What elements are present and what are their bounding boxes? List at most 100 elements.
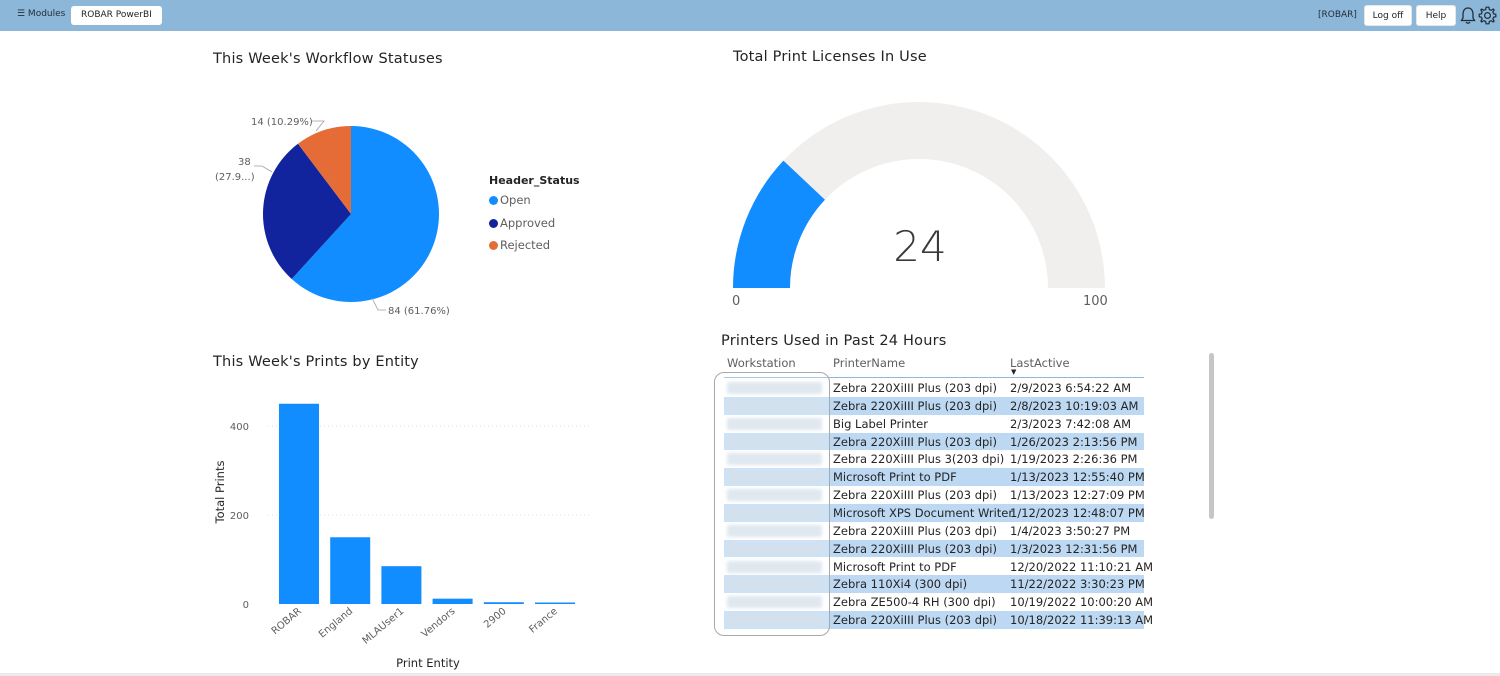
printer-name-cell: Microsoft Print to PDF (833, 470, 957, 485)
bar-vendors[interactable] (432, 598, 473, 604)
user-label: [ROBAR] (1318, 10, 1357, 20)
pie-leader-open (371, 297, 386, 311)
bar-x-tick-label: ROBAR (270, 606, 304, 637)
column-header-workstation[interactable]: Workstation (727, 356, 796, 370)
bar-y-tick-label: 0 (243, 600, 249, 611)
printer-name-cell: Zebra 220XiIII Plus (203 dpi) (833, 613, 997, 628)
last-active-cell: 1/13/2023 12:27:09 PM (1010, 488, 1145, 503)
workstation-cell-redacted (727, 542, 822, 555)
printer-name-cell: Zebra 220XiIII Plus (203 dpi) (833, 541, 997, 556)
printer-name-cell: Zebra 110Xi4 (300 dpi) (833, 577, 968, 592)
table-row[interactable]: Zebra 220XiIII Plus (203 dpi) 1/4/2023 3:… (724, 522, 1144, 540)
printer-name-cell: Zebra 220XiIII Plus (203 dpi) (833, 381, 997, 395)
bar-x-axis-label: Print Entity (396, 656, 460, 670)
last-active-cell: 1/12/2023 12:48:07 PM (1010, 505, 1145, 520)
workstation-redaction-box (714, 372, 830, 636)
bar-france[interactable] (535, 602, 575, 605)
legend-item-rejected[interactable]: Rejected (489, 238, 580, 261)
pie-leader-approved (254, 165, 273, 173)
bottom-divider (0, 673, 1500, 676)
last-active-cell: 1/13/2023 12:55:40 PM (1010, 470, 1145, 485)
column-header-last-active[interactable]: LastActive (1010, 356, 1070, 370)
workstation-cell-redacted (727, 614, 822, 627)
table-row[interactable]: Zebra 220XiIII Plus 3(203 dpi) 1/19/2023 … (724, 450, 1144, 468)
modules-menu-button[interactable]: ☰ Modules (17, 9, 66, 19)
bell-icon[interactable] (1460, 6, 1476, 25)
bar-2900[interactable] (483, 602, 524, 604)
header-divider (724, 377, 1144, 378)
last-active-cell: 2/3/2023 7:42:08 AM (1010, 416, 1132, 431)
bar-x-tick-label: MLAUser1 (361, 606, 407, 647)
gauge-min-label: 0 (732, 294, 741, 309)
last-active-cell: 1/4/2023 3:50:27 PM (1010, 523, 1131, 538)
gear-icon[interactable] (1477, 5, 1498, 26)
table-row[interactable]: Zebra 220XiIII Plus (203 dpi) 2/9/2023 6:… (724, 379, 1144, 397)
workstation-cell-redacted (727, 399, 822, 412)
workstation-cell-redacted (727, 382, 822, 394)
legend-title: Header_Status (489, 174, 580, 187)
last-active-cell: 1/3/2023 12:31:56 PM (1010, 541, 1138, 556)
pie-slice-approved[interactable] (263, 143, 351, 280)
pie-chart: 84 (61.76%) 38 (27.9...) 14 (10.29%) (215, 117, 450, 317)
bar-x-tick-label: England (317, 606, 355, 641)
table-scrollbar[interactable] (1209, 353, 1214, 519)
pie-legend: Header_Status Open Approved Rejected (489, 174, 580, 261)
bar-x-tick-label: France (527, 606, 560, 636)
sort-descending-icon[interactable]: ▼ (1011, 368, 1017, 376)
pie-slice-open[interactable] (291, 126, 439, 302)
table-row[interactable]: Zebra 220XiIII Plus (203 dpi) 1/13/2023 1… (724, 486, 1145, 504)
pie-leader-rejected (312, 120, 325, 132)
gauge-title: Total Print Licenses In Use (733, 49, 927, 65)
column-header-printer-name[interactable]: PrinterName (833, 356, 906, 370)
pie-slice-rejected[interactable] (297, 126, 351, 214)
last-active-cell: 2/9/2023 6:54:22 AM (1010, 381, 1132, 395)
gauge-fill (733, 160, 825, 288)
gauge-max-label: 100 (1083, 294, 1108, 309)
bar-x-tick-label: 2900 (482, 606, 509, 631)
bar-england[interactable] (330, 537, 371, 604)
last-active-cell: 11/22/2022 3:30:23 PM (1010, 577, 1145, 592)
last-active-cell: 10/19/2022 10:00:20 AM (1010, 595, 1154, 610)
printer-name-cell: Microsoft XPS Document Writer (833, 505, 1014, 520)
printer-name-cell: Zebra 220XiIII Plus (203 dpi) (833, 488, 997, 503)
gauge-value: 24 (893, 222, 947, 271)
bar-mlauser1[interactable] (381, 566, 422, 604)
bar-y-axis-label: Total Prints (213, 461, 227, 525)
help-button[interactable]: Help (1416, 5, 1456, 26)
workstation-cell-redacted (727, 435, 822, 448)
workstation-cell-redacted (727, 506, 822, 519)
workstation-cell-redacted (727, 560, 822, 573)
pie-label-approved-count: 38 (238, 157, 251, 168)
workstation-cell-redacted (727, 524, 822, 537)
pie-label-rejected: 14 (10.29%) (251, 117, 313, 128)
workstation-cell-redacted (727, 453, 822, 466)
last-active-cell: 10/18/2022 11:39:13 AM (1010, 613, 1154, 628)
pie-label-approved-pct: (27.9...) (215, 172, 255, 183)
printer-name-cell: Microsoft Print to PDF (833, 559, 957, 574)
printers-table-title: Printers Used in Past 24 Hours (721, 333, 947, 349)
last-active-cell: 2/8/2023 10:19:03 AM (1010, 398, 1139, 413)
table-row[interactable]: Microsoft Print to PDF 12/20/2022 11:10:2… (724, 558, 1153, 576)
workstation-cell-redacted (727, 578, 822, 591)
bar-y-tick-label: 400 (230, 422, 249, 433)
legend-item-open[interactable]: Open (489, 193, 580, 216)
legend-item-approved[interactable]: Approved (489, 216, 580, 239)
workstation-cell-redacted (727, 417, 822, 430)
bar-chart-title: This Week's Prints by Entity (213, 354, 419, 370)
bar-y-tick-label: 200 (230, 511, 249, 522)
pie-chart-title: This Week's Workflow Statuses (213, 51, 443, 67)
printer-name-cell: Zebra 220XiIII Plus (203 dpi) (833, 434, 997, 449)
top-bar: ☰ Modules ROBAR PowerBI [ROBAR] Log off … (0, 0, 1500, 31)
app-tab[interactable]: ROBAR PowerBI (71, 6, 162, 25)
workstation-cell-redacted (727, 596, 822, 609)
pie-label-open: 84 (61.76%) (388, 306, 450, 317)
bar-robar[interactable] (279, 403, 319, 604)
table-row[interactable]: Zebra ZE500-4 RH (300 dpi) 10/19/2022 10:… (724, 593, 1153, 611)
bar-chart: 0 200 400 ROBAR England MLAUser1 Vendors 2900 F… (213, 403, 592, 670)
bar-x-tick-label: Vendors (420, 606, 458, 640)
last-active-cell: 1/19/2023 2:26:36 PM (1010, 452, 1138, 467)
logoff-button[interactable]: Log off (1364, 5, 1412, 26)
last-active-cell: 12/20/2022 11:10:21 AM (1010, 559, 1154, 574)
table-row[interactable]: Big Label Printer 2/3/2023 7:42:08 AM (724, 415, 1144, 433)
printer-name-cell: Zebra 220XiIII Plus (203 dpi) (833, 398, 997, 413)
